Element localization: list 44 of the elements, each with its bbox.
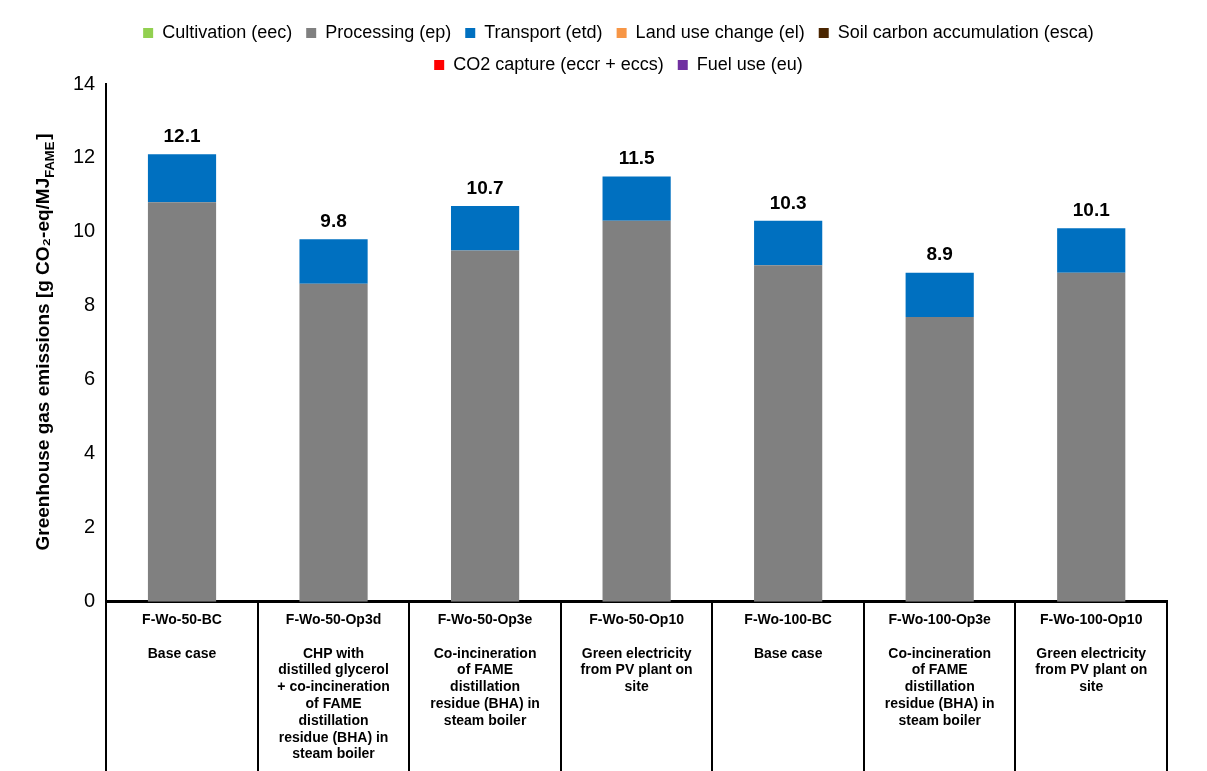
legend-label: Soil carbon accumulation (esca) — [837, 21, 1094, 42]
total-label: 8.9 — [926, 243, 953, 265]
category-label: F-Wo-50-BC Base case — [142, 611, 222, 661]
y-tick-label: 8 — [84, 293, 96, 316]
bar — [299, 283, 368, 602]
legend-label: Land use change (el) — [635, 21, 805, 42]
y-tick-label: 0 — [84, 589, 96, 612]
bar — [754, 265, 823, 602]
y-tick-label: 14 — [73, 71, 96, 94]
legend-label: Transport (etd) — [484, 21, 603, 42]
bar — [602, 220, 671, 602]
total-label: 12.1 — [163, 125, 201, 147]
total-label: 10.1 — [1072, 198, 1111, 220]
bar — [602, 176, 671, 221]
total-label: 10.3 — [769, 191, 807, 213]
bar — [1057, 272, 1126, 602]
bar — [147, 202, 217, 602]
y-tick-label: 2 — [84, 515, 96, 538]
category-label: F-Wo-100-Op3e Co-incineration of FAME distillation residue (BHA) in steam boiler — [884, 611, 995, 728]
y-tick-label: 10 — [73, 219, 96, 242]
y-tick-label: 4 — [84, 441, 96, 464]
category-label: F-Wo-50-Op3d CHP with distilled glycerol + co-incineration of FAME distillation residue (BHA) in steam boiler — [277, 611, 390, 762]
category-label: F-Wo-100-BC Base case — [744, 611, 832, 661]
y-tick-label: 6 — [84, 367, 96, 390]
total-label: 10.7 — [466, 176, 504, 198]
bar — [754, 220, 823, 266]
bar — [299, 239, 368, 284]
bar — [450, 206, 520, 251]
total-label: 11.5 — [618, 147, 656, 169]
y-axis-title: Greenhouse gas emissions [g CO₂-eq/MJFAME] — [32, 133, 57, 551]
legend-label: Fuel use (eu) — [696, 53, 803, 74]
category-label: F-Wo-100-Op10 Green electricity from PV plant on site — [1035, 611, 1148, 695]
category-label: F-Wo-50-Op10 Green electricity from PV plant on site — [580, 611, 693, 695]
y-tick-label: 12 — [73, 145, 96, 168]
bar — [450, 250, 520, 602]
bar — [905, 317, 974, 602]
legend-label: CO2 capture (eccr + eccs) — [453, 53, 664, 74]
legend-label: Cultivation (eec) — [162, 21, 293, 42]
category-label: F-Wo-50-Op3e Co-incineration of FAME distillation residue (BHA) in steam boiler — [430, 611, 540, 728]
legend-label: Processing (ep) — [325, 21, 452, 42]
total-label: 9.8 — [320, 210, 347, 232]
bar — [905, 272, 974, 318]
bar — [1057, 228, 1126, 273]
bar — [147, 154, 217, 203]
